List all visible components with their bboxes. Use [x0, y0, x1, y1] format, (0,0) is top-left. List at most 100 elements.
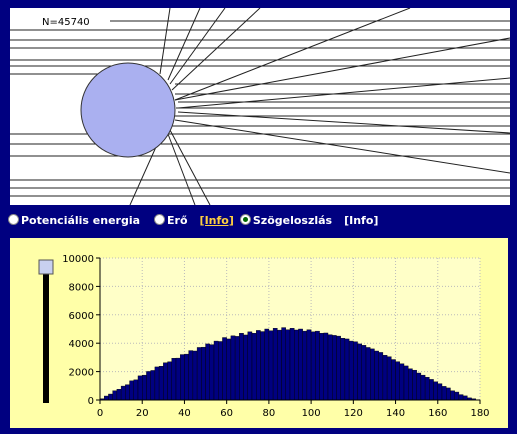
- bar: [463, 396, 467, 400]
- bar: [231, 336, 235, 400]
- bar: [273, 328, 277, 400]
- bar: [417, 373, 421, 400]
- bar: [438, 384, 442, 400]
- bar: [353, 342, 357, 400]
- bar: [239, 333, 243, 400]
- bar: [244, 335, 248, 400]
- bar: [358, 344, 362, 400]
- bar: [366, 347, 370, 400]
- bar: [256, 330, 260, 400]
- x-tick-label: 140: [386, 408, 405, 419]
- bar: [134, 380, 138, 400]
- bar: [303, 331, 307, 400]
- bar: [315, 331, 319, 400]
- x-tick-label: 160: [428, 408, 447, 419]
- y-tick-label: 8000: [69, 282, 94, 293]
- bar: [222, 338, 226, 400]
- bar: [400, 364, 404, 400]
- bar: [298, 329, 302, 400]
- bar: [362, 345, 366, 400]
- bar: [370, 349, 374, 400]
- bar: [294, 330, 298, 400]
- bar: [210, 345, 214, 400]
- bar: [252, 333, 256, 400]
- bar: [434, 382, 438, 400]
- x-tick-label: 60: [220, 408, 233, 419]
- bar: [349, 341, 353, 400]
- bar: [459, 395, 463, 400]
- bar: [155, 367, 159, 400]
- option-label: Erő: [167, 214, 188, 227]
- bar: [151, 370, 155, 400]
- bar: [193, 351, 197, 400]
- control-bar: Potenciális energia Erő [Info] Szögelosz…: [8, 209, 508, 231]
- bar: [324, 333, 328, 400]
- radio-option[interactable]: Erő: [154, 214, 188, 227]
- bar: [265, 329, 269, 400]
- bar: [184, 354, 188, 400]
- bar: [218, 341, 222, 400]
- bar: [425, 377, 429, 400]
- bar: [108, 394, 112, 400]
- bar: [341, 338, 345, 400]
- bar: [121, 386, 125, 400]
- bar: [117, 389, 121, 400]
- y-tick-label: 6000: [69, 311, 94, 322]
- bar: [235, 336, 239, 400]
- info-link[interactable]: [Info]: [344, 214, 378, 227]
- app-window: {"simulation": {"counter": "N=45740"}, "…: [0, 0, 517, 434]
- bar: [332, 335, 336, 400]
- option-label: Potenciális energia: [21, 214, 140, 227]
- x-tick-label: 100: [302, 408, 321, 419]
- bar: [248, 332, 252, 400]
- y-tick-label: 2000: [69, 368, 94, 379]
- bar: [125, 385, 129, 400]
- radio-option[interactable]: Szögeloszlás: [240, 214, 332, 227]
- bar: [227, 339, 231, 400]
- bar: [307, 330, 311, 400]
- slider-thumb[interactable]: [39, 260, 53, 274]
- bar: [130, 381, 134, 400]
- bar: [404, 366, 408, 400]
- bar: [311, 332, 315, 400]
- bar: [104, 396, 108, 400]
- bar: [146, 371, 150, 400]
- radio-option[interactable]: Potenciális energia: [8, 214, 140, 227]
- bar: [172, 358, 176, 400]
- bar: [442, 386, 446, 400]
- bar: [180, 355, 184, 400]
- bar: [201, 347, 205, 400]
- bar: [421, 375, 425, 400]
- bar: [206, 344, 210, 400]
- x-tick-label: 40: [178, 408, 191, 419]
- bar: [286, 330, 290, 400]
- bar: [374, 351, 378, 400]
- bar: [282, 328, 286, 400]
- bar: [277, 330, 281, 400]
- bar: [408, 369, 412, 400]
- bar: [379, 352, 383, 400]
- bar: [328, 335, 332, 400]
- x-tick-label: 0: [97, 408, 103, 419]
- x-tick-label: 120: [344, 408, 363, 419]
- bar: [383, 355, 387, 400]
- bar: [336, 336, 340, 400]
- bar: [320, 333, 324, 400]
- bar: [142, 375, 146, 400]
- bar: [163, 363, 167, 400]
- y-tick-label: 0: [88, 396, 94, 407]
- y-tick-label: 10000: [62, 254, 94, 265]
- y-tick-label: 4000: [69, 339, 94, 350]
- info-link[interactable]: [Info]: [200, 214, 234, 227]
- bar: [159, 366, 163, 400]
- bar: [260, 332, 264, 400]
- bar: [138, 376, 142, 400]
- bar: [412, 370, 416, 400]
- slider-track[interactable]: [43, 268, 49, 403]
- counter: N=45740: [42, 17, 90, 28]
- bar: [391, 360, 395, 400]
- x-tick-label: 20: [136, 408, 149, 419]
- bar: [176, 358, 180, 400]
- bar: [396, 362, 400, 400]
